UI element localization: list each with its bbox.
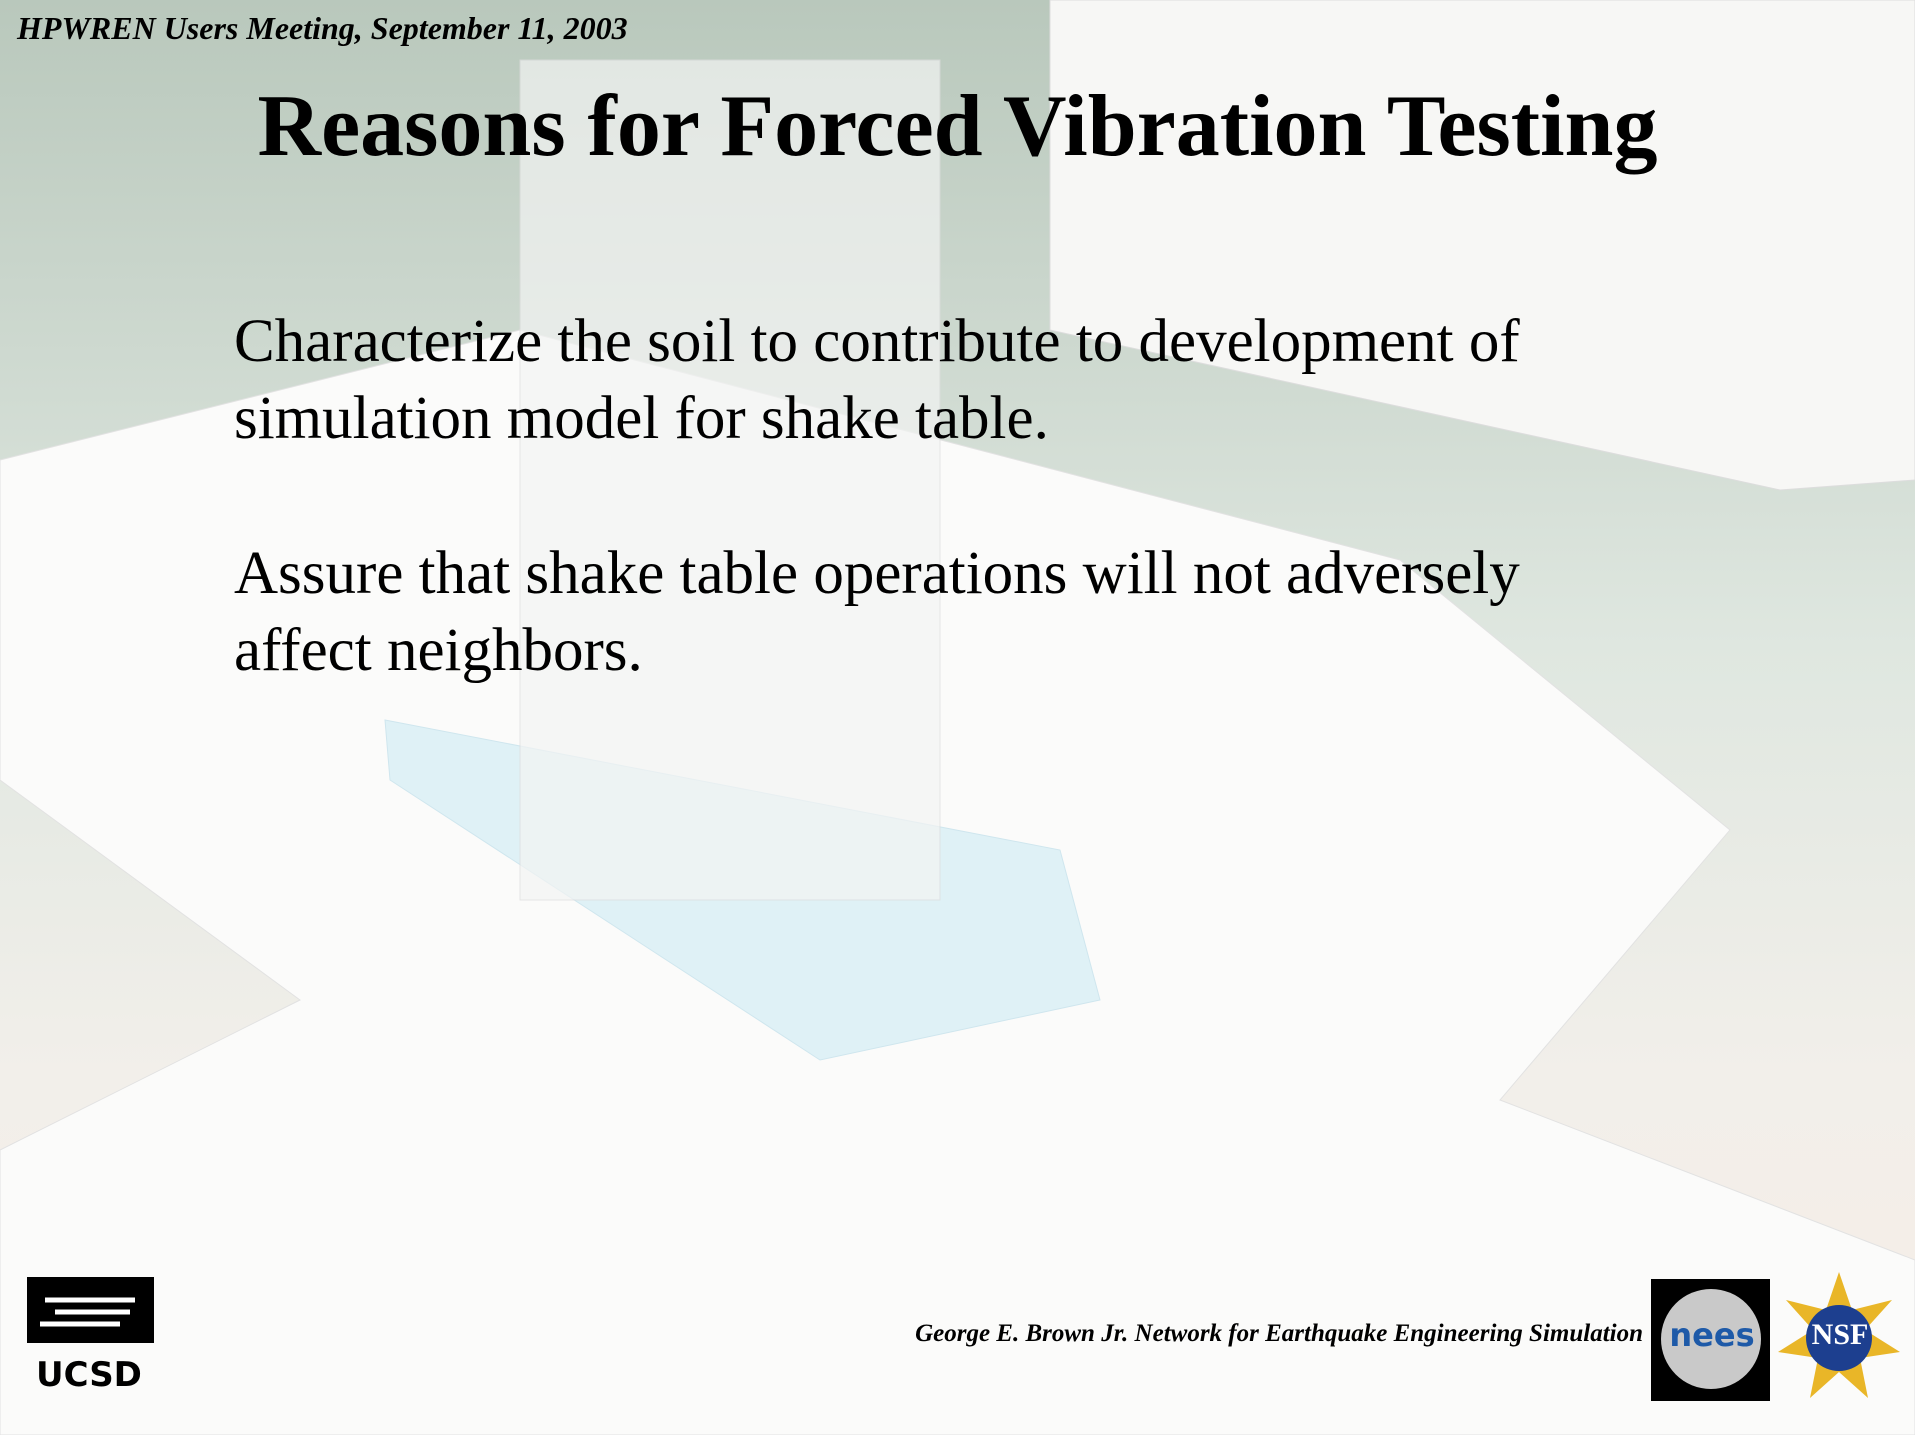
slide: {"header": {"meeting": "HPWREN Users Mee… [0, 0, 1915, 1435]
ucsd-logo-text: UCSD [36, 1355, 142, 1395]
meeting-header: HPWREN Users Meeting, September 11, 2003 [17, 10, 628, 47]
bullet: Characterize the soil to contribute to d… [234, 303, 1634, 457]
background [0, 0, 1915, 1435]
nsf-logo-text: NSF [1800, 1318, 1880, 1352]
test-tower [520, 60, 940, 900]
bullet: Assure that shake table operations will … [234, 535, 1634, 689]
nees-logo-text: nees [1660, 1316, 1764, 1354]
slide-title: Reasons for Forced Vibration Testing [0, 76, 1915, 177]
footer-text: George E. Brown Jr. Network for Earthqua… [915, 1320, 1643, 1348]
